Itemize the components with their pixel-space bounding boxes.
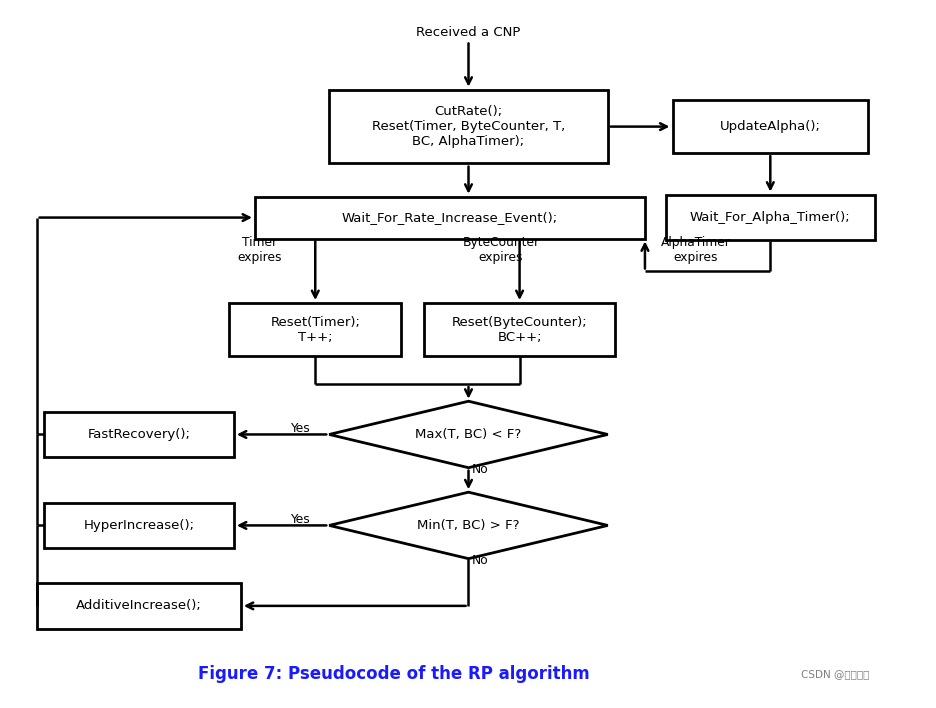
Text: Reset(Timer);
T++;: Reset(Timer); T++; (271, 316, 359, 343)
Text: No: No (471, 554, 488, 567)
Text: HyperIncrease();: HyperIncrease(); (83, 519, 194, 532)
Text: Min(T, BC) > F?: Min(T, BC) > F? (417, 519, 519, 532)
Text: No: No (471, 463, 488, 476)
Text: Yes: Yes (289, 513, 309, 525)
Text: Yes: Yes (289, 422, 309, 435)
Bar (672, 101, 867, 153)
Bar (37, 583, 241, 629)
Text: Figure 7: Pseudocode of the RP algorithm: Figure 7: Pseudocode of the RP algorithm (198, 666, 590, 683)
Bar (44, 503, 234, 548)
Text: Wait_For_Alpha_Timer();: Wait_For_Alpha_Timer(); (689, 211, 850, 224)
Text: Reset(ByteCounter);
BC++;: Reset(ByteCounter); BC++; (451, 316, 587, 343)
Bar (329, 90, 607, 164)
Bar (255, 197, 644, 239)
Bar (424, 303, 614, 355)
Text: Max(T, BC) < F?: Max(T, BC) < F? (415, 428, 521, 441)
Text: AdditiveIncrease();: AdditiveIncrease(); (76, 600, 201, 612)
Text: Wait_For_Rate_Increase_Event();: Wait_For_Rate_Increase_Event(); (342, 211, 558, 224)
Text: FastRecovery();: FastRecovery(); (87, 428, 190, 441)
Text: UpdateAlpha();: UpdateAlpha(); (719, 120, 820, 133)
Polygon shape (329, 492, 607, 559)
Text: ByteCounter
expires: ByteCounter expires (462, 236, 539, 265)
Text: Timer
expires: Timer expires (237, 236, 282, 265)
Text: CSDN @可姆可汗: CSDN @可姆可汗 (800, 670, 869, 680)
Polygon shape (329, 401, 607, 468)
Text: AlphaTimer
expires: AlphaTimer expires (661, 236, 730, 265)
Bar (44, 412, 234, 457)
Text: Received a CNP: Received a CNP (416, 25, 520, 39)
Bar (229, 303, 401, 355)
Text: CutRate();
Reset(Timer, ByteCounter, T,
BC, AlphaTimer);: CutRate(); Reset(Timer, ByteCounter, T, … (372, 105, 564, 148)
Bar (665, 195, 874, 240)
